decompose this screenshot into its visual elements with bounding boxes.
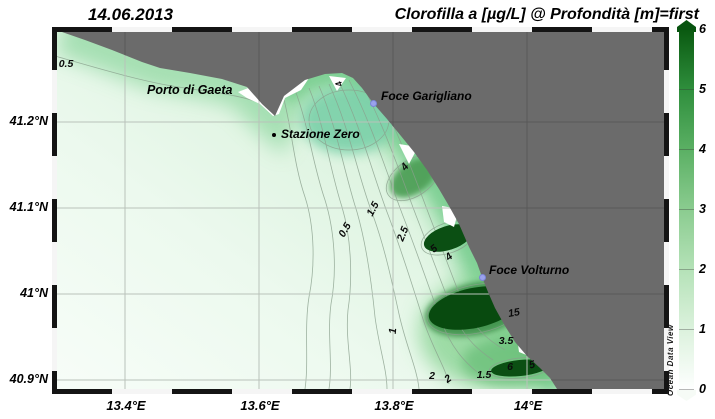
map-frame-top <box>52 27 669 32</box>
y-tick-41-2n: 41.2°N <box>9 114 48 128</box>
ocean-data-view-watermark: Ocean Data View <box>666 324 675 396</box>
x-tick-13-4e: 13.4°E <box>106 398 146 413</box>
map-frame-bottom <box>52 389 669 394</box>
colorbar-tick-1: 1 <box>699 322 706 336</box>
map-frame-left <box>52 27 57 394</box>
x-tick-13-8e: 13.8°E <box>374 398 414 413</box>
x-tick-14e: 14°E <box>513 398 543 413</box>
colorbar <box>679 30 694 390</box>
high-chl-blob-south <box>491 359 549 377</box>
map-canvas: Porto di Gaeta Stazione Zero Foce Garigl… <box>57 32 664 389</box>
colorbar-tick-3: 3 <box>699 202 706 216</box>
station-marker-foce-volturno <box>479 274 486 281</box>
y-tick-41-1n: 41.1°N <box>9 200 48 214</box>
high-chl-blob-north <box>423 224 473 252</box>
x-tick-13-6e: 13.6°E <box>240 398 280 413</box>
plot-title: Clorofilla a [µg/L] @ Profondità [m]=fir… <box>394 6 699 23</box>
colorbar-tick-4: 4 <box>699 142 706 156</box>
colorbar-tick-marks <box>679 30 694 390</box>
y-tick-41n: 41°N <box>20 286 48 300</box>
station-label-stazione-zero: Stazione Zero <box>281 127 360 141</box>
map-frame-right <box>664 27 669 394</box>
colorbar-tick-2: 2 <box>699 262 706 276</box>
station-label-foce-garigliano: Foce Garigliano <box>381 89 472 103</box>
date-label: 14.06.2013 <box>88 5 174 24</box>
station-marker-foce-garigliano <box>370 100 377 107</box>
colorbar-arrow-down <box>677 390 696 401</box>
colorbar-tick-0: 0 <box>699 382 706 396</box>
y-tick-40-9n: 40.9°N <box>9 372 48 386</box>
station-marker-stazione-zero <box>272 133 276 137</box>
station-label-foce-volturno: Foce Volturno <box>489 263 570 277</box>
map-graphics <box>57 32 664 389</box>
place-label-porto-di-gaeta: Porto di Gaeta <box>147 83 233 97</box>
colorbar-tick-6: 6 <box>699 22 706 36</box>
green-patch-coast <box>389 158 437 198</box>
colorbar-tick-5: 5 <box>699 82 706 96</box>
